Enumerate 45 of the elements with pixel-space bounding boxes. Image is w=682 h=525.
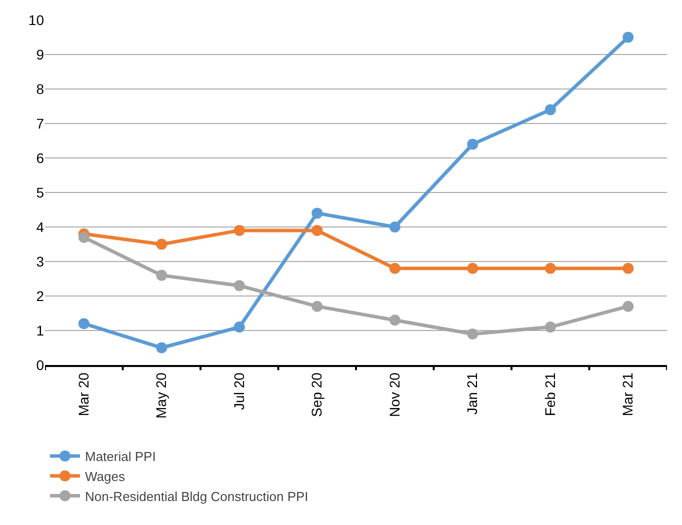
x-tick-label: Mar 21 (620, 372, 636, 416)
point (234, 322, 245, 333)
x-tick-label: Jul 20 (230, 372, 247, 410)
point (467, 328, 478, 340)
point (467, 138, 478, 150)
point (312, 224, 323, 236)
y-tick-label: 0 (36, 356, 44, 373)
y-tick-label: 10 (28, 12, 44, 28)
x-tick-label: Mar 20 (75, 372, 92, 416)
point (389, 262, 400, 274)
point (544, 262, 556, 274)
x-tick-label: May 20 (153, 372, 170, 419)
point (389, 222, 400, 232)
point (234, 280, 245, 292)
point (389, 314, 400, 326)
point (234, 224, 245, 236)
y-tick-label: 2 (36, 288, 44, 304)
point (156, 270, 168, 281)
legend-label: Non-Residential Bldg Construction PPI (85, 488, 308, 504)
x-tick-label: Feb 21 (542, 372, 558, 416)
point (156, 238, 168, 250)
point (544, 104, 556, 116)
point (467, 262, 478, 274)
y-tick-label: 5 (36, 184, 44, 200)
point (78, 318, 90, 330)
point (312, 208, 323, 219)
point (622, 300, 634, 312)
point (544, 322, 556, 333)
x-tick-label: Sep 20 (308, 372, 325, 417)
x-tick-label: Nov 20 (386, 372, 402, 417)
point (622, 32, 634, 43)
point (78, 232, 90, 243)
legend-label: Wages (85, 468, 126, 484)
y-tick-label: 9 (36, 46, 44, 62)
legend-label: Material PPI (85, 449, 156, 464)
y-tick-label: 4 (36, 218, 44, 235)
y-tick-label: 6 (36, 150, 44, 166)
point (156, 342, 168, 354)
y-tick-label: 3 (36, 253, 44, 270)
point (622, 262, 634, 274)
y-tick-label: 1 (36, 322, 44, 338)
y-tick-label: 8 (36, 80, 44, 97)
point (312, 300, 323, 312)
y-tick-label: 7 (36, 115, 44, 132)
x-tick-label: Jan 21 (464, 372, 480, 415)
